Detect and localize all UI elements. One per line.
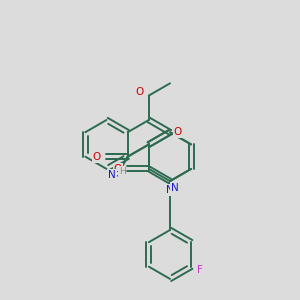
Text: O: O — [174, 127, 182, 137]
Text: N: N — [171, 183, 178, 193]
Text: N: N — [108, 169, 116, 179]
Text: O: O — [94, 152, 102, 162]
Text: O: O — [114, 164, 122, 174]
Text: H: H — [119, 167, 125, 176]
Text: O: O — [136, 87, 144, 97]
Text: O: O — [93, 152, 101, 162]
Text: N: N — [166, 185, 174, 195]
Text: F: F — [197, 265, 203, 275]
